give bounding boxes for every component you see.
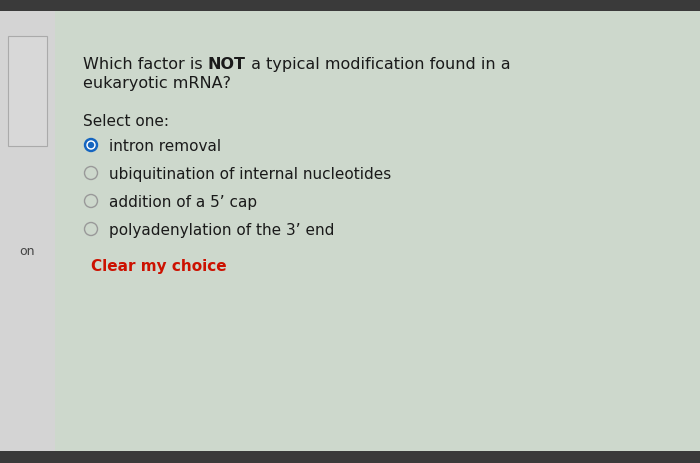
- FancyBboxPatch shape: [55, 12, 700, 451]
- Circle shape: [85, 139, 97, 152]
- FancyBboxPatch shape: [0, 12, 55, 451]
- Text: ubiquitination of internal nucleotides: ubiquitination of internal nucleotides: [109, 167, 391, 181]
- Text: on: on: [20, 245, 35, 258]
- Circle shape: [88, 143, 94, 148]
- Text: intron removal: intron removal: [109, 139, 221, 154]
- Text: polyadenylation of the 3’ end: polyadenylation of the 3’ end: [109, 223, 335, 238]
- Text: a typical modification found in a: a typical modification found in a: [246, 57, 510, 72]
- Text: NOT: NOT: [208, 57, 246, 72]
- Circle shape: [85, 167, 97, 180]
- Text: eukaryotic mRNA?: eukaryotic mRNA?: [83, 76, 231, 91]
- Text: Which factor is: Which factor is: [83, 57, 208, 72]
- Circle shape: [85, 195, 97, 208]
- Text: Select one:: Select one:: [83, 114, 169, 129]
- Text: addition of a 5’ cap: addition of a 5’ cap: [109, 194, 257, 210]
- Text: Clear my choice: Clear my choice: [91, 258, 227, 274]
- Circle shape: [87, 142, 95, 150]
- FancyBboxPatch shape: [8, 37, 47, 147]
- FancyBboxPatch shape: [0, 451, 700, 463]
- FancyBboxPatch shape: [0, 0, 700, 12]
- Circle shape: [85, 223, 97, 236]
